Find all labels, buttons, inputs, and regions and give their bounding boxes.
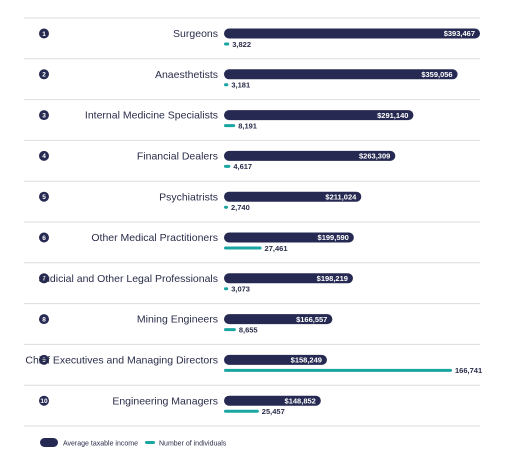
rank-badge (39, 354, 49, 365)
occupation-label: Judicial and Other Legal Professionals (39, 273, 218, 285)
occupation-label: Surgeons (173, 28, 218, 40)
individuals-bar (224, 164, 231, 168)
individuals-value-label: 27,461 (265, 244, 288, 253)
chart-legend: Average taxable income Number of individ… (40, 438, 227, 448)
occupation-label: Psychiatrists (159, 191, 218, 203)
rank-number: 6 (42, 235, 46, 242)
chart-row: 4 Financial Dealers $263,309 4,617 (24, 139, 480, 171)
legend-swatch-individuals (145, 441, 155, 444)
legend-swatch-income (40, 438, 58, 447)
legend-label-individuals: Number of individuals (159, 441, 227, 448)
rank-number: 7 (42, 276, 46, 283)
chart-row: 5 Psychiatrists $211,024 2,740 (24, 180, 480, 212)
individuals-bar (224, 42, 230, 46)
rank-badge (39, 110, 49, 121)
rank-number: 1 (42, 31, 46, 38)
individuals-bar (224, 124, 236, 128)
income-bar (224, 273, 353, 284)
income-value-label: $148,852 (285, 396, 316, 405)
individuals-bar (224, 246, 262, 250)
income-bar (224, 232, 354, 243)
rank-badge (39, 69, 49, 80)
chart-row: 2 Anaesthetists $359,056 3,181 (24, 58, 480, 90)
rank-badge (39, 232, 49, 243)
income-value-label: $211,024 (325, 192, 357, 201)
individuals-value-label: 2,740 (231, 203, 250, 212)
rank-number: 8 (42, 316, 46, 323)
rank-badge (39, 395, 49, 406)
individuals-value-label: 3,181 (231, 81, 250, 90)
occupation-label: Anaesthetists (155, 69, 218, 81)
income-bar (224, 28, 480, 39)
income-bar (224, 191, 362, 202)
income-bar (224, 150, 396, 161)
income-bar (224, 395, 321, 406)
rank-badge (39, 314, 49, 325)
rank-badge (39, 28, 49, 39)
income-value-label: $158,249 (291, 356, 322, 365)
individuals-value-label: 8,191 (238, 121, 257, 130)
income-value-label: $359,056 (421, 70, 452, 79)
income-value-label: $393,467 (444, 29, 475, 38)
income-value-label: $199,590 (318, 233, 349, 242)
individuals-bar (224, 205, 228, 209)
rank-number: 2 (42, 72, 46, 79)
individuals-value-label: 3,822 (232, 40, 251, 49)
income-value-label: $198,219 (317, 274, 348, 283)
rank-number: 10 (40, 398, 48, 405)
occupation-label: Financial Dealers (137, 151, 218, 163)
individuals-value-label: 166,741 (455, 366, 482, 375)
chart-rows: 1 Surgeons $393,467 3,822 2 Anaesthetists $359… (24, 17, 482, 427)
individuals-value-label: 8,655 (239, 325, 258, 334)
income-bar (224, 110, 414, 121)
chart-row: 1 Surgeons $393,467 3,822 (24, 17, 480, 49)
income-value-label: $291,140 (377, 111, 408, 120)
chart-row: 8 Mining Engineers $166,557 8,655 (24, 303, 480, 334)
income-value-label: $166,557 (296, 315, 327, 324)
income-bar (224, 69, 458, 80)
rank-number: 3 (42, 112, 46, 119)
occupation-label: Engineering Managers (112, 395, 218, 407)
rank-badge (39, 150, 49, 161)
rank-badge (39, 191, 49, 202)
individuals-value-label: 25,457 (262, 407, 285, 416)
occupation-label: Mining Engineers (137, 314, 218, 326)
individuals-bar (224, 368, 452, 372)
income-bar (224, 354, 327, 365)
income-value-label: $263,309 (359, 152, 390, 161)
individuals-bar (224, 83, 229, 87)
legend-label-income: Average taxable income (63, 441, 138, 448)
individuals-value-label: 4,617 (233, 162, 252, 171)
individuals-bar (224, 409, 259, 413)
rank-badge (39, 273, 49, 284)
rank-number: 5 (42, 194, 46, 201)
occupation-label: Internal Medicine Specialists (85, 110, 218, 122)
rank-number: 4 (42, 153, 46, 160)
chart-row: 3 Internal Medicine Specialists $291,140 8,… (24, 99, 480, 130)
individuals-bar (224, 287, 229, 291)
occupation-label: Other Medical Practitioners (91, 232, 218, 244)
occupation-label: Chief Executives and Managing Directors (25, 355, 218, 367)
individuals-value-label: 3,073 (231, 285, 250, 294)
income-bar (224, 314, 333, 325)
chart-row: 6 Other Medical Practitioners $199,590 27,4… (24, 221, 480, 253)
rank-number: 9 (42, 357, 46, 364)
individuals-bar (224, 328, 236, 332)
